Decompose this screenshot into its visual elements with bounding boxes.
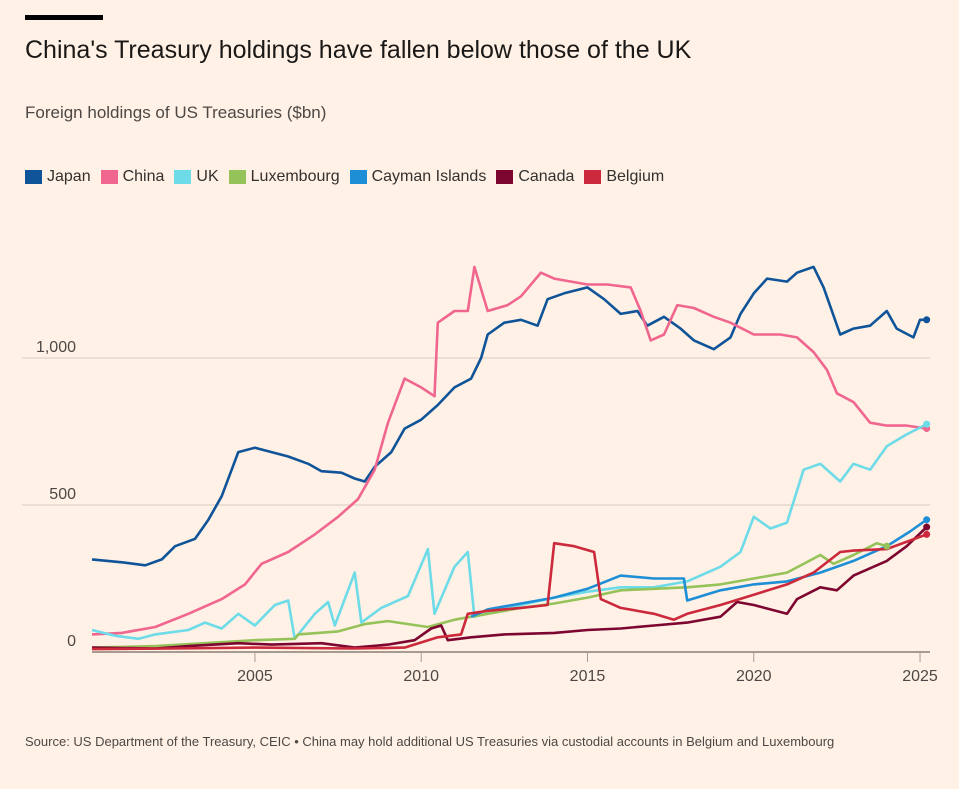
- brand-bar: [25, 15, 103, 20]
- x-tick-label: 2020: [736, 668, 772, 685]
- x-tick-label: 2005: [237, 668, 273, 685]
- series-end-dot: [923, 530, 931, 538]
- legend-item: Japan: [25, 168, 91, 186]
- legend-swatch: [584, 170, 602, 184]
- legend-swatch: [100, 170, 118, 184]
- legend-label: UK: [196, 168, 219, 185]
- chart-subtitle: Foreign holdings of US Treasuries ($bn): [25, 103, 327, 122]
- series-end-dot: [923, 420, 931, 428]
- series-end-dot: [883, 542, 891, 550]
- x-tick-label: 2025: [902, 668, 938, 685]
- source-note: Source: US Department of the Treasury, C…: [25, 734, 835, 749]
- legend-item: China: [100, 168, 165, 186]
- legend-label: China: [122, 168, 165, 185]
- series-line-japan: [91, 265, 927, 567]
- legend-swatch: [25, 170, 42, 184]
- series-end-dot: [923, 523, 931, 531]
- legend-item: Luxembourg: [228, 168, 340, 186]
- legend-swatch: [496, 170, 514, 184]
- legend-label: Belgium: [606, 168, 665, 185]
- legend-label: Japan: [47, 168, 91, 185]
- series-line-uk: [91, 422, 928, 641]
- x-tick-label: 2010: [403, 668, 439, 685]
- legend-label: Canada: [518, 168, 575, 185]
- legend-swatch: [174, 170, 192, 184]
- legend-item: Belgium: [584, 168, 664, 186]
- y-tick-label: 500: [49, 486, 76, 503]
- legend-item: Cayman Islands: [349, 168, 487, 186]
- legend-item: UK: [174, 168, 219, 186]
- series-line-cayman-islands: [470, 518, 928, 618]
- series-line-canada: [91, 526, 928, 650]
- legend-item: Canada: [496, 168, 574, 186]
- legend-swatch: [228, 170, 246, 184]
- legend-swatch: [349, 170, 367, 184]
- legend-label: Cayman Islands: [371, 168, 487, 185]
- legend-label: Luxembourg: [250, 168, 340, 185]
- series-line-luxembourg: [91, 541, 888, 649]
- chart-title: China's Treasury holdings have fallen be…: [25, 36, 692, 64]
- y-tick-label: 0: [67, 633, 76, 650]
- series-line-china: [91, 265, 927, 636]
- x-tick-label: 2015: [570, 668, 606, 685]
- legend: Japan China UK Luxembourg Cayman Islands Cana…: [25, 168, 664, 186]
- series-end-dot: [923, 316, 931, 324]
- series-end-dot: [923, 516, 931, 524]
- y-tick-label: 1,000: [36, 339, 76, 356]
- series-line-belgium: [91, 533, 928, 651]
